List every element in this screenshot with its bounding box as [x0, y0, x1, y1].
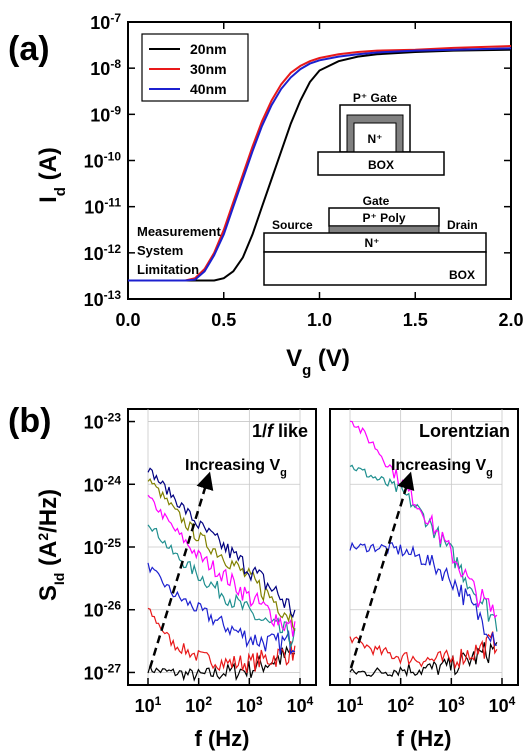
inset-bottom-box	[263, 251, 487, 286]
inset-top-n-label: N⁺	[368, 132, 383, 146]
inset-top-gate-label: P⁺ Gate	[353, 91, 398, 105]
y-tick-label: 10-11	[84, 196, 121, 218]
panel-b-ylabel: SId (A2/Hz)	[35, 489, 67, 601]
curve-20nm	[128, 48, 512, 282]
spectrum-2	[349, 541, 497, 646]
panel-b-label: (b)	[8, 402, 51, 440]
spectrum-5	[147, 478, 296, 631]
y-tick-label: 10-12	[84, 242, 122, 264]
spectrum-6	[147, 467, 296, 619]
inset-bottom-drain-label: Drain	[447, 218, 478, 232]
spectrum-1	[349, 631, 498, 670]
spectrum-0	[349, 642, 498, 678]
x-tick-label: 2.0	[498, 310, 523, 330]
y-tick-label: 10-26	[84, 599, 122, 621]
y-tick-label: 10-27	[84, 661, 122, 683]
inset-bottom-n-label: N⁺	[365, 236, 380, 250]
panel-b-left-xlabel: f (Hz)	[195, 726, 250, 751]
panel-a: (a) Id (A) 10-13 10-12 10-11 10-10 10-9 10-8 1…	[8, 11, 524, 379]
panel-b-left-arrow-label: Increasing Vg	[185, 457, 287, 479]
legend-label-40nm: 40nm	[190, 81, 227, 97]
y-tick-label: 10-8	[90, 57, 121, 79]
annotation-line-3: Limitation	[137, 262, 199, 277]
x-tick-label: 102	[185, 694, 212, 716]
panel-b-right-frame	[329, 408, 519, 686]
inset-bottom-source-label: Source	[272, 218, 313, 232]
panel-b-right-xlabel: f (Hz)	[397, 726, 452, 751]
y-tick-label: 10-7	[90, 11, 121, 33]
x-tick-label: 102	[387, 694, 414, 716]
x-tick-label: 101	[337, 694, 364, 716]
inset-bottom-gate-label: Gate	[363, 194, 390, 208]
x-tick-label: 1.0	[307, 310, 332, 330]
y-tick-label: 10-24	[84, 473, 122, 495]
spectrum-4	[147, 494, 296, 637]
spectrum-4	[349, 420, 498, 619]
panel-a-ylabel: Id (A)	[35, 147, 69, 203]
curve-30nm	[128, 45, 512, 282]
panel-b-left-curves	[147, 467, 296, 682]
panel-a-label: (a)	[8, 30, 50, 68]
panel-a-xlabel: Vg (V)	[286, 345, 350, 379]
panel-b-right-grid	[349, 409, 503, 685]
legend-label-30nm: 30nm	[190, 61, 227, 77]
inset-cross-section-top: P⁺ Gate N⁺ BOX	[317, 91, 445, 176]
panel-b-left-title: 1/f like	[252, 421, 308, 441]
spectrum-0	[147, 645, 296, 682]
x-tick-label: 103	[438, 694, 465, 716]
spectrum-3	[349, 464, 498, 632]
inset-top-box	[317, 151, 445, 176]
x-tick-label: 101	[135, 694, 162, 716]
inset-bottom-oxide	[328, 225, 440, 234]
panel-a-curves	[128, 45, 512, 282]
panel-b-left-arrow	[148, 471, 214, 669]
panel-b-right-arrow	[349, 471, 415, 669]
panel-b-right-title: Lorentzian	[419, 421, 510, 441]
inset-cross-section-bottom: Gate P⁺ Poly Source Drain N⁺ BOX	[263, 194, 487, 286]
y-tick-label: 10-25	[84, 536, 122, 558]
x-tick-label: 103	[236, 694, 263, 716]
x-tick-label: 0.5	[211, 310, 236, 330]
x-tick-label: 0.0	[115, 310, 140, 330]
inset-top-channel	[353, 122, 397, 153]
panel-b: (b) SId (A2/Hz) 10-2710-2610-2510-2410-2…	[8, 402, 519, 751]
panel-b-left-grid	[147, 409, 301, 685]
y-tick-label: 10-23	[84, 411, 122, 433]
spectrum-3	[147, 524, 296, 649]
panel-b-left-xticks: 101 102 103 104	[135, 678, 314, 716]
panel-a-xticks: 0.0 0.5 1.0 1.5 2.0	[115, 22, 524, 330]
y-tick-label: 10-9	[90, 103, 121, 125]
x-tick-label: 104	[489, 694, 516, 716]
panel-b-yticks: 10-27 10-26 10-25 10-24 10-23	[84, 411, 135, 683]
spectrum-2	[147, 562, 296, 655]
annotation-line-1: Measurement	[137, 224, 221, 239]
inset-bottom-box-label: BOX	[449, 268, 475, 282]
panel-b-right-xticks: 101 102 103 104	[337, 678, 516, 716]
legend-label-20nm: 20nm	[190, 41, 227, 57]
y-tick-label: 10-13	[84, 288, 122, 310]
inset-top-box-label: BOX	[368, 158, 394, 172]
spectrum-1	[147, 607, 296, 674]
panel-b-right-curves	[349, 420, 498, 678]
panel-a-legend: 20nm 30nm 40nm	[141, 33, 249, 102]
x-tick-label: 104	[287, 694, 314, 716]
x-tick-label: 1.5	[403, 310, 428, 330]
y-tick-label: 10-10	[84, 150, 122, 172]
panel-b-right-arrow-label: Increasing Vg	[391, 457, 493, 479]
curve-40nm	[128, 47, 512, 282]
inset-bottom-poly-label: P⁺ Poly	[362, 211, 405, 225]
annotation-line-2: System	[137, 243, 183, 258]
